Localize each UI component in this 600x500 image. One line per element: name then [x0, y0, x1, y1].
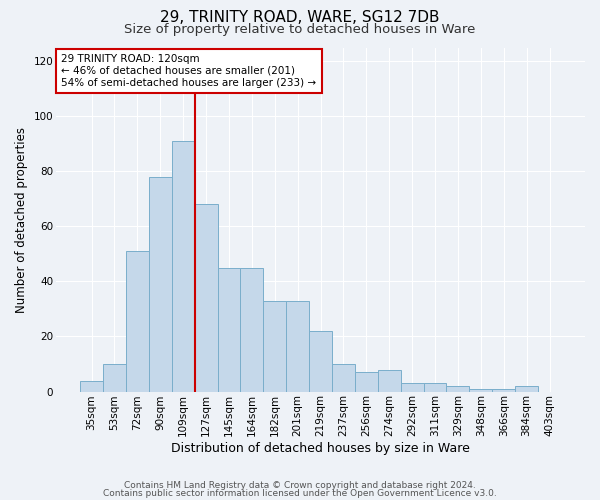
Bar — [424, 384, 446, 392]
Bar — [446, 386, 469, 392]
Bar — [80, 380, 103, 392]
Bar — [401, 384, 424, 392]
Bar — [515, 386, 538, 392]
Text: Size of property relative to detached houses in Ware: Size of property relative to detached ho… — [124, 22, 476, 36]
Y-axis label: Number of detached properties: Number of detached properties — [15, 126, 28, 312]
Bar — [149, 177, 172, 392]
X-axis label: Distribution of detached houses by size in Ware: Distribution of detached houses by size … — [171, 442, 470, 455]
Text: 29, TRINITY ROAD, WARE, SG12 7DB: 29, TRINITY ROAD, WARE, SG12 7DB — [160, 10, 440, 25]
Bar — [103, 364, 126, 392]
Text: 29 TRINITY ROAD: 120sqm
← 46% of detached houses are smaller (201)
54% of semi-d: 29 TRINITY ROAD: 120sqm ← 46% of detache… — [61, 54, 316, 88]
Bar — [378, 370, 401, 392]
Bar — [126, 251, 149, 392]
Bar — [286, 300, 309, 392]
Bar — [263, 300, 286, 392]
Bar — [355, 372, 378, 392]
Text: Contains public sector information licensed under the Open Government Licence v3: Contains public sector information licen… — [103, 488, 497, 498]
Bar — [332, 364, 355, 392]
Bar — [241, 268, 263, 392]
Text: Contains HM Land Registry data © Crown copyright and database right 2024.: Contains HM Land Registry data © Crown c… — [124, 481, 476, 490]
Bar — [469, 389, 492, 392]
Bar — [492, 389, 515, 392]
Bar — [172, 141, 194, 392]
Bar — [194, 204, 218, 392]
Bar — [309, 331, 332, 392]
Bar — [218, 268, 241, 392]
